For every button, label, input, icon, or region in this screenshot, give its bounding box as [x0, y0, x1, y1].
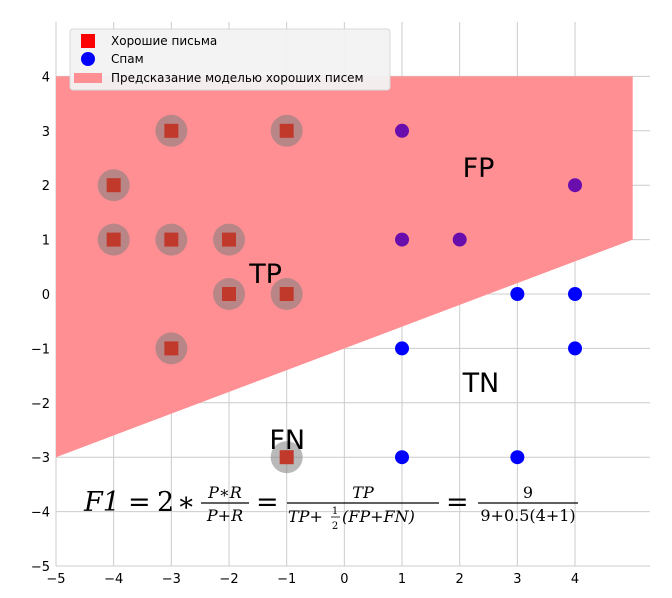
- x-tick-label: −4: [104, 572, 123, 587]
- prediction-polygon: [56, 76, 633, 458]
- spam-point: [395, 450, 410, 465]
- y-tick-label: 2: [42, 179, 50, 194]
- x-tick-label: −1: [277, 572, 296, 587]
- good-letter-point: [106, 232, 121, 247]
- y-tick-label: −5: [31, 560, 50, 575]
- x-tick-label: 3: [513, 572, 521, 587]
- spam-point: [568, 178, 583, 193]
- legend-spam-label: Спам: [111, 52, 144, 66]
- legend: Хорошие письма Спам Предсказание моделью…: [69, 28, 391, 91]
- spam-point: [568, 287, 583, 301]
- formula-eq-2: =: [256, 487, 279, 518]
- formula-f1: F1: [83, 487, 120, 518]
- y-tick-label: −3: [31, 451, 50, 466]
- spam-point: [395, 232, 410, 247]
- good-letter-point: [164, 123, 179, 138]
- legend-box: [69, 28, 391, 91]
- good-letter-point: [279, 450, 294, 465]
- spam-point: [395, 123, 410, 138]
- spam-point: [452, 232, 467, 247]
- formula-frac3-num: 9: [523, 483, 533, 502]
- region-label-tn: TN: [462, 368, 500, 399]
- legend-prediction-label: Предсказание моделью хороших писем: [111, 71, 364, 85]
- y-tick-label: 0: [42, 288, 50, 303]
- x-tick-label: −3: [162, 572, 181, 587]
- formula-half-den: 2: [332, 521, 338, 532]
- y-tick-label: 4: [42, 70, 50, 85]
- y-tick-label: 3: [42, 125, 50, 140]
- y-tick-label: −4: [31, 506, 50, 521]
- region-labels: FP TP TN FN: [248, 153, 499, 456]
- good-letter-point: [222, 232, 237, 247]
- formula-star: ∗: [177, 487, 195, 518]
- formula-two: 2: [157, 487, 174, 518]
- formula-eq-3: =: [446, 487, 469, 518]
- formula-half-num: 1: [332, 506, 338, 517]
- formula-frac2-den-a: TP+: [288, 507, 323, 526]
- good-letter-point: [279, 287, 294, 301]
- spam-series: [395, 123, 583, 465]
- y-tick-label: −2: [31, 397, 50, 412]
- good-letter-point: [279, 123, 294, 138]
- spam-point: [568, 341, 583, 356]
- formula-frac3-den: 9+0.5(4+1): [480, 506, 575, 525]
- legend-prediction-marker: [74, 73, 102, 83]
- prediction-region: [56, 76, 633, 458]
- highlight-circles: [97, 114, 303, 474]
- y-tick-label: −1: [31, 342, 50, 357]
- legend-spam-marker: [81, 52, 95, 66]
- legend-good-marker: [81, 34, 95, 48]
- y-tick-label: 1: [42, 234, 50, 249]
- region-label-tp: TP: [248, 259, 282, 290]
- good-letter-point: [222, 287, 237, 301]
- formula-eq-1: =: [128, 487, 151, 518]
- x-tick-label: −5: [46, 572, 65, 587]
- region-label-fp: FP: [463, 153, 495, 184]
- formula-frac2-den-b: (FP+FN): [342, 507, 415, 526]
- good-letters-series: [106, 123, 294, 465]
- good-letter-point: [164, 341, 179, 356]
- good-letter-point: [164, 232, 179, 247]
- good-letter-point: [106, 178, 121, 193]
- spam-point: [510, 450, 525, 465]
- formula-frac1-num: P∗R: [207, 483, 242, 502]
- region-label-fn: FN: [269, 425, 305, 456]
- formula-frac2-num: TP: [352, 483, 374, 502]
- x-tick-label: 0: [340, 572, 348, 587]
- x-tick-label: 4: [571, 572, 579, 587]
- legend-good-label: Хорошие письма: [111, 34, 217, 48]
- formula-frac1-den: P+R: [206, 506, 243, 525]
- x-tick-label: 2: [456, 572, 464, 587]
- x-tick-label: −2: [219, 572, 238, 587]
- x-tick-label: 1: [398, 572, 406, 587]
- tick-labels: −5 −4 −3 −2 −1 0 1 2 3 4 −5 −4 −3 −2 −1 0 1 2 3 4: [31, 70, 579, 587]
- spam-point: [510, 287, 525, 301]
- spam-point: [395, 341, 410, 356]
- f1-formula: F1 = 2 ∗ P∗R P+R = TP TP+ 1 2 (FP+FN) = …: [83, 483, 578, 532]
